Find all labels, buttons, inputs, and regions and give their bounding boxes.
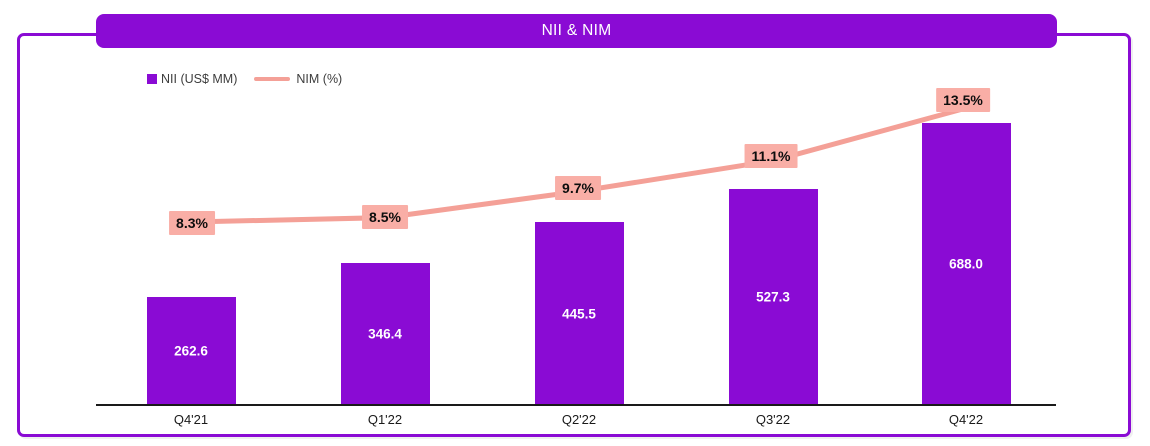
legend-label-nii: NII (US$ MM): [161, 72, 238, 86]
legend-item-nii: NII (US$ MM): [147, 72, 237, 86]
nim-value-label: 8.5%: [362, 204, 408, 229]
bar-value-label: 346.4: [368, 326, 402, 342]
bar-value-label: 688.0: [949, 256, 983, 272]
bar-value-label: 262.6: [174, 343, 208, 359]
page-title: NII & NIM: [541, 22, 612, 39]
x-axis-line: [96, 404, 1056, 406]
legend-label-nim: NIM (%): [296, 72, 343, 86]
nii-square-icon: [147, 74, 157, 84]
bar-value-label: 445.5: [562, 306, 596, 321]
bar: 262.6: [146, 297, 236, 405]
nim-value-label: 9.7%: [555, 176, 601, 201]
chart-legend: NII (US$ MM) NIM (%): [147, 72, 342, 86]
x-axis-label: Q4'22: [948, 412, 984, 427]
bar: 688.0: [921, 123, 1011, 405]
x-axis-label: Q3'22: [755, 412, 791, 427]
bar: 527.3: [728, 189, 818, 405]
nim-value-label: 11.1%: [744, 143, 798, 168]
bar: 445.5: [534, 222, 624, 405]
legend-item-nim: NIM (%): [254, 72, 342, 86]
bar-value-label: 527.3: [756, 289, 790, 305]
nim-line-icon: [254, 77, 291, 81]
nim-value-label: 8.3%: [169, 211, 215, 235]
x-axis-label: Q2'22: [561, 412, 597, 427]
x-axis-label: Q4'21: [173, 412, 209, 427]
x-axis-label: Q1'22: [367, 412, 403, 427]
bar: 346.4: [340, 263, 430, 405]
chart-title-banner: NII & NIM: [96, 14, 1057, 48]
nim-value-label: 13.5%: [936, 88, 990, 113]
